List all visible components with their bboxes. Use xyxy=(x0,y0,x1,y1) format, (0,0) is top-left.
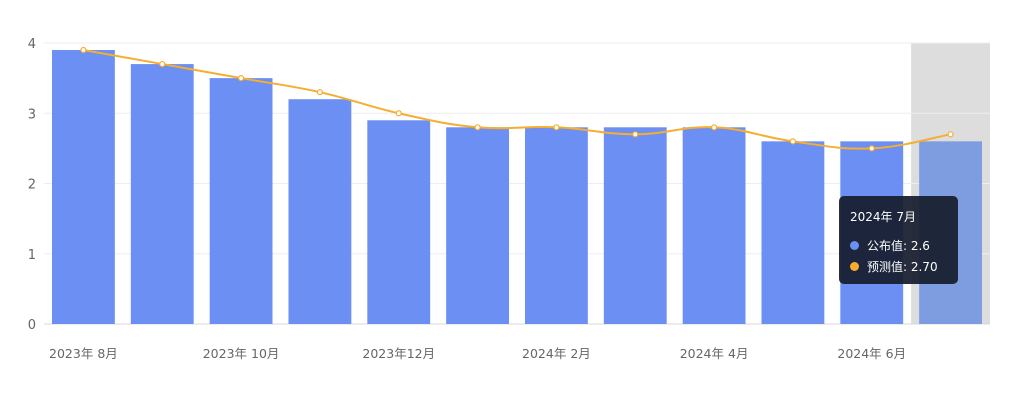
bar xyxy=(52,50,115,325)
x-tick-label: 2023年 8月 xyxy=(49,346,118,361)
bar xyxy=(367,120,431,325)
forecast-point xyxy=(474,124,481,131)
forecast-point xyxy=(159,60,166,68)
x-tick-label: 2024年 6月 xyxy=(837,346,906,361)
bar xyxy=(209,78,273,324)
tooltip: 2024年 7月 公布值: 2.6 预测值: 2.70 xyxy=(839,196,958,284)
tooltip-title: 2024年 7月 xyxy=(850,210,916,224)
y-tick-label: 2 xyxy=(28,178,36,193)
forecast-point xyxy=(632,131,639,138)
forecast-point xyxy=(868,145,875,152)
y-tick-label: 4 xyxy=(28,37,36,52)
tooltip-row-forecast: 预测值: 2.70 xyxy=(850,256,947,277)
y-tick-label: 0 xyxy=(28,318,36,333)
forecast-point xyxy=(316,89,324,96)
forecast-point xyxy=(553,124,560,131)
y-tick-label: 3 xyxy=(28,107,36,122)
legend-dot-icon xyxy=(850,262,859,271)
x-tick-label: 2024年 2月 xyxy=(522,346,591,361)
forecast-line xyxy=(83,49,951,150)
forecast-point xyxy=(789,138,797,145)
x-tick-label: 2024年 4月 xyxy=(680,346,749,361)
x-tick-label: 2023年12月 xyxy=(362,346,435,361)
bar xyxy=(525,127,588,324)
forecast-point xyxy=(947,131,954,138)
tooltip-row-published: 公布值: 2.6 xyxy=(850,235,947,256)
legend-dot-icon xyxy=(850,241,859,250)
forecast-point xyxy=(710,124,718,131)
bar xyxy=(682,127,746,324)
bar xyxy=(130,64,194,324)
x-tick-label: 2023年 10月 xyxy=(203,346,280,361)
bar xyxy=(603,127,667,324)
bar xyxy=(446,127,509,324)
forecast-point xyxy=(395,110,402,117)
forecast-point xyxy=(237,75,245,82)
bar xyxy=(761,141,825,324)
y-tick-label: 1 xyxy=(28,248,36,263)
bar xyxy=(288,99,352,324)
forecast-point xyxy=(80,46,87,54)
